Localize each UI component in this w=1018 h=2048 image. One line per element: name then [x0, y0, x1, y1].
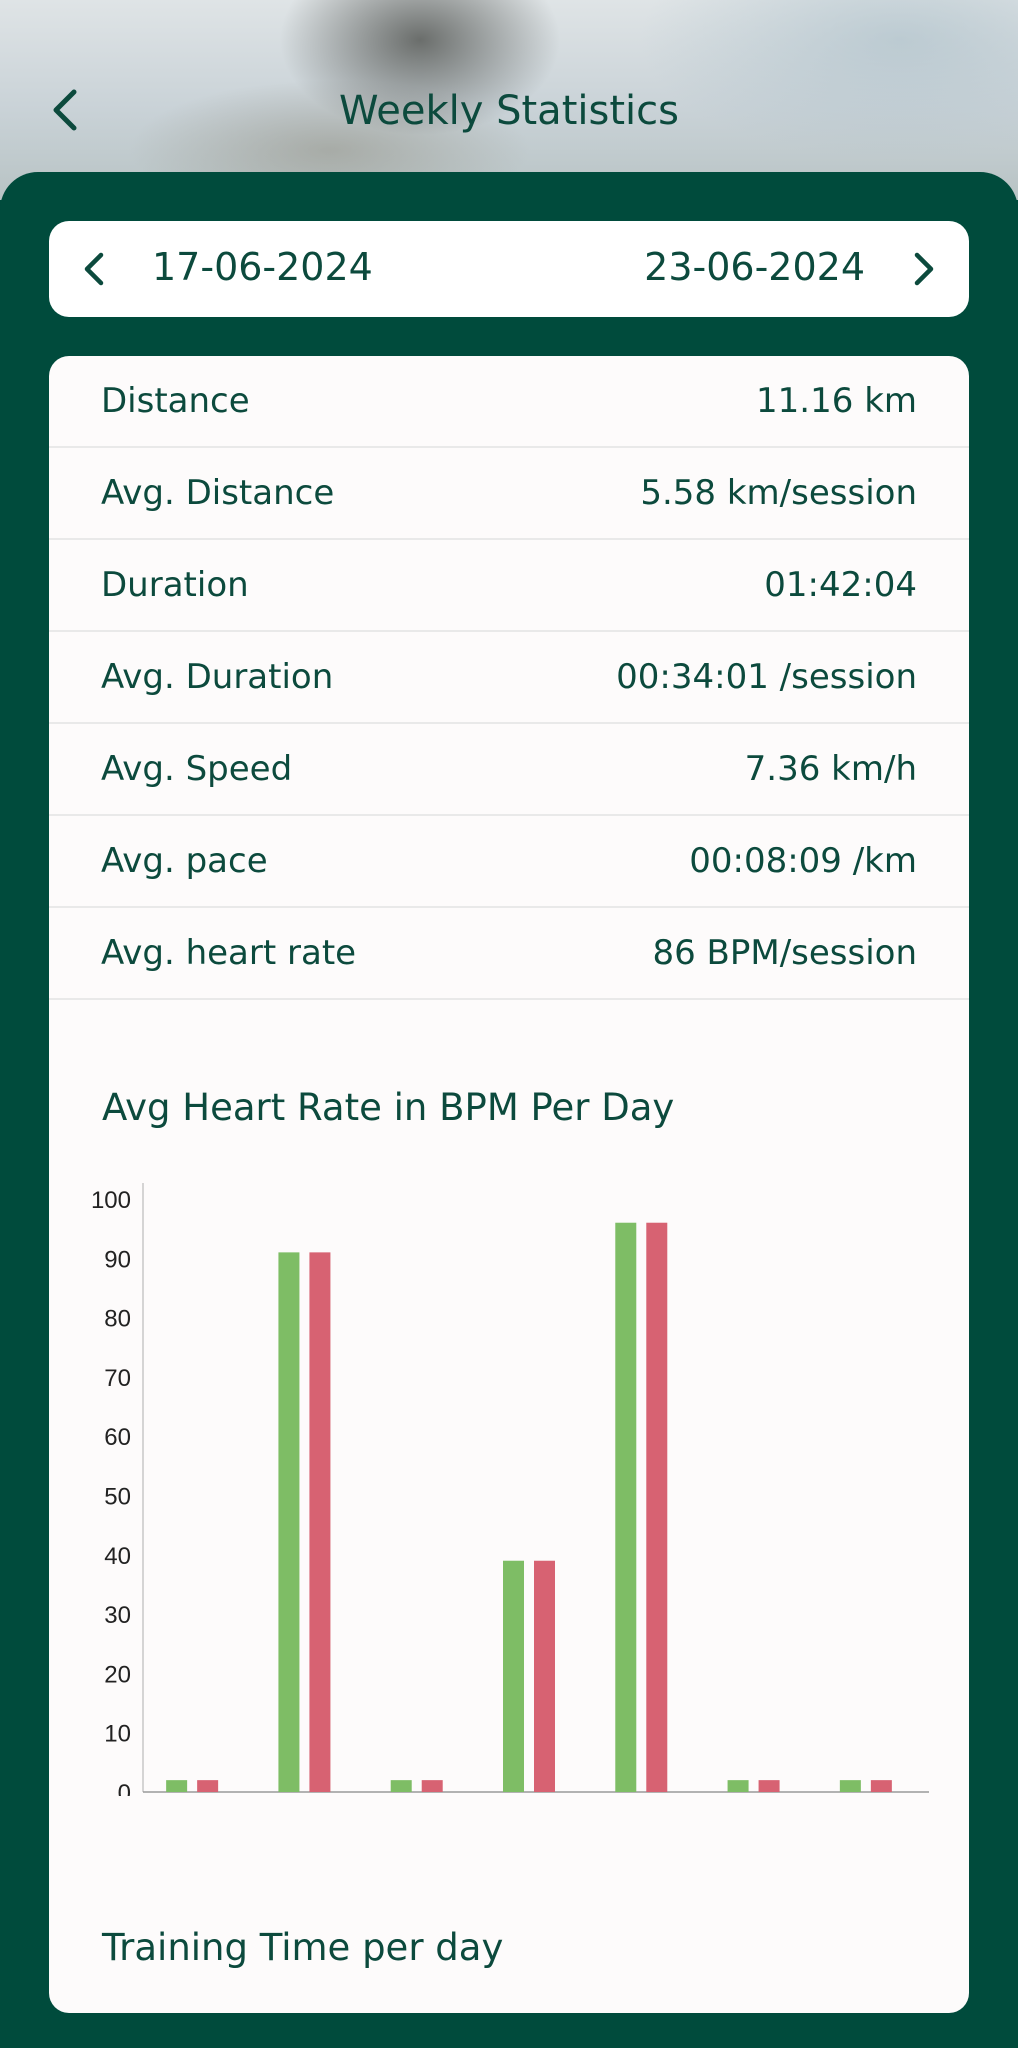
page-title: Weekly Statistics	[339, 88, 679, 134]
stat-label: Distance	[101, 381, 250, 421]
start-date: 17-06-2024	[152, 245, 373, 289]
bar-saturday-2	[758, 1780, 780, 1792]
training-time-title: Training Time per day	[102, 1926, 504, 1969]
y-tick-label: 20	[104, 1661, 131, 1688]
stat-row-distance: Distance 11.16 km	[49, 356, 969, 448]
bar-tuesday-2	[309, 1252, 331, 1792]
y-tick-label: 0	[118, 1780, 131, 1796]
header-background-image	[0, 0, 1018, 200]
y-tick-label: 60	[104, 1424, 131, 1451]
stat-label: Avg. Duration	[101, 657, 334, 697]
end-date: 23-06-2024	[644, 245, 865, 289]
back-button[interactable]	[40, 85, 90, 135]
y-tick-label: 30	[104, 1602, 131, 1629]
stat-row-avg-distance: Avg. Distance 5.58 km/session	[49, 448, 969, 540]
stat-row-avg-pace: Avg. pace 00:08:09 /km	[49, 816, 969, 908]
chevron-right-icon	[914, 252, 934, 286]
bar-wednesday-1	[390, 1780, 412, 1792]
y-tick-label: 40	[104, 1543, 131, 1570]
bar-thursday-1	[503, 1560, 524, 1792]
next-week-button[interactable]	[899, 244, 949, 294]
stat-label: Avg. Speed	[101, 749, 293, 789]
bar-monday-2	[197, 1780, 219, 1792]
y-tick-label: 90	[104, 1246, 131, 1273]
y-tick-label: 50	[104, 1484, 131, 1511]
stat-label: Avg. pace	[101, 841, 268, 881]
stat-value: 7.36 km/h	[744, 749, 917, 789]
bar-sunday-1	[839, 1780, 861, 1792]
stat-value: 01:42:04	[764, 565, 917, 605]
date-range-selector: 17-06-2024 23-06-2024	[49, 221, 969, 317]
y-tick-label: 10	[104, 1721, 131, 1748]
y-tick-label: 70	[104, 1365, 131, 1392]
bar-friday-2	[646, 1222, 668, 1792]
bar-saturday-1	[727, 1780, 749, 1792]
chevron-left-icon	[84, 252, 104, 286]
stat-value: 00:08:09 /km	[689, 841, 917, 881]
y-tick-label: 100	[91, 1187, 131, 1214]
heart-rate-bar-chart: 0102030405060708090100MondayWednesdayFri…	[91, 1183, 929, 1796]
stat-label: Avg. Distance	[101, 473, 335, 513]
stat-row-avg-speed: Avg. Speed 7.36 km/h	[49, 724, 969, 816]
stat-row-avg-heart-rate: Avg. heart rate 86 BPM/session	[49, 908, 969, 1000]
bar-wednesday-2	[421, 1780, 443, 1792]
stat-label: Duration	[101, 565, 249, 605]
y-tick-label: 80	[104, 1306, 131, 1333]
heart-rate-chart-title: Avg Heart Rate in BPM Per Day	[102, 1086, 675, 1129]
chevron-left-icon	[53, 89, 77, 131]
stat-value: 5.58 km/session	[640, 473, 917, 513]
stat-value: 86 BPM/session	[652, 933, 917, 973]
stat-value: 11.16 km	[756, 381, 917, 421]
stat-label: Avg. heart rate	[101, 933, 357, 973]
previous-week-button[interactable]	[69, 244, 119, 294]
bar-thursday-2	[534, 1560, 555, 1792]
bar-friday-1	[615, 1222, 637, 1792]
stat-row-avg-duration: Avg. Duration 00:34:01 /session	[49, 632, 969, 724]
stat-value: 00:34:01 /session	[616, 657, 917, 697]
bar-tuesday-1	[278, 1252, 300, 1792]
statistics-card: Distance 11.16 km Avg. Distance 5.58 km/…	[49, 356, 969, 2013]
bar-monday-1	[166, 1780, 188, 1792]
bar-sunday-2	[870, 1780, 892, 1792]
stat-row-duration: Duration 01:42:04	[49, 540, 969, 632]
